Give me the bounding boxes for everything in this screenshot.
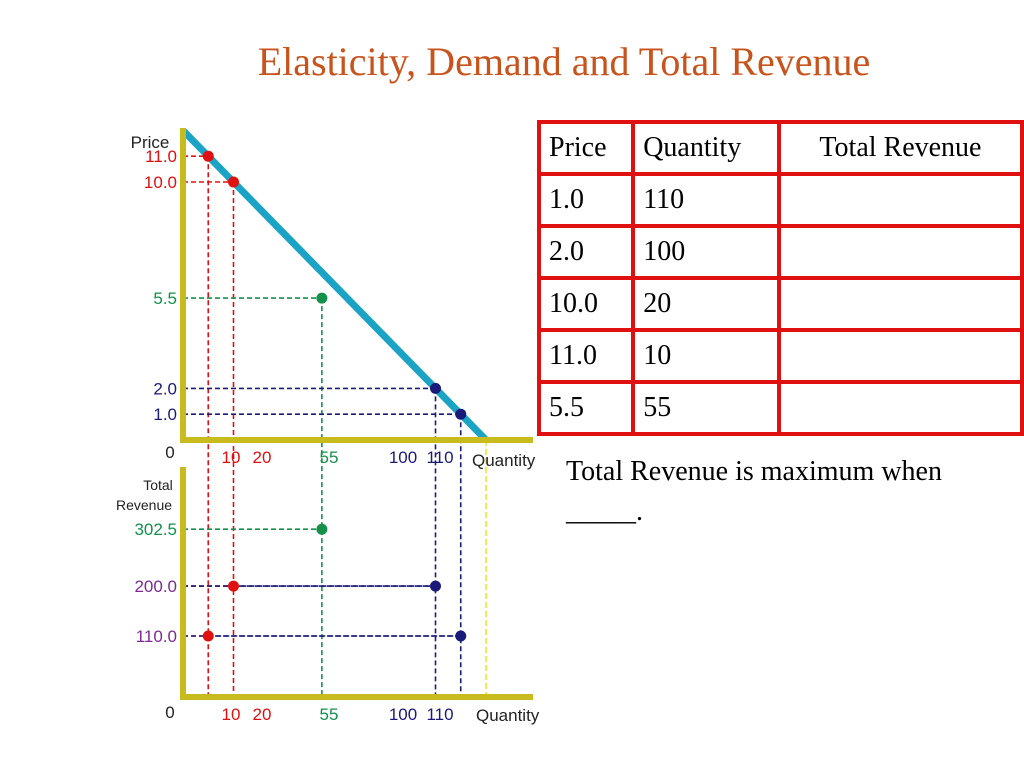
price-point [455, 408, 467, 420]
cell-total-revenue [778, 330, 1022, 382]
price-tick-label: 5.5 [153, 289, 177, 308]
table-row: 1.0 110 [539, 174, 1022, 226]
quantity-tick-label-bottom: 10 [222, 705, 241, 724]
cell-price: 11.0 [539, 330, 634, 382]
cell-quantity: 100 [633, 226, 779, 278]
origin-label-top: 0 [165, 443, 174, 462]
price-point [202, 150, 214, 162]
quantity-axis-label-bottom: Quantity [476, 706, 540, 725]
revenue-point [228, 580, 239, 592]
price-tick-label: 2.0 [153, 379, 177, 398]
price-tick-label: 10.0 [144, 173, 177, 192]
table-row: 5.5 55 [539, 382, 1022, 434]
price-tick-label: 11.0 [145, 147, 177, 166]
demand-line [180, 127, 489, 443]
revenue-axis-label-line1: Total [143, 477, 173, 493]
table-header-row: Price Quantity Total Revenue [539, 122, 1022, 174]
revenue-point [430, 580, 441, 592]
table-row: 2.0 100 [539, 226, 1022, 278]
quantity-tick-label-top: 55 [320, 448, 339, 467]
quantity-tick-label-top: 100 [389, 448, 417, 467]
cell-total-revenue [778, 174, 1022, 226]
revenue-tick-label: 110.0 [136, 627, 177, 646]
revenue-table: Price Quantity Total Revenue 1.0 110 2.0… [537, 120, 1024, 436]
header-price: Price [539, 122, 634, 174]
cell-price: 1.0 [539, 174, 634, 226]
cell-price: 2.0 [539, 226, 634, 278]
table-row: 10.0 20 [539, 278, 1022, 330]
max-revenue-prompt: Total Revenue is maximum when _____. [566, 456, 942, 527]
cell-quantity: 110 [633, 174, 779, 226]
revenue-point [316, 523, 328, 535]
slide-title: Elasticity, Demand and Total Revenue [257, 39, 871, 84]
origin-label-bottom: 0 [165, 703, 174, 722]
price-axis-label: Price [131, 133, 170, 152]
quantity-tick-label-top: 20 [253, 448, 272, 467]
cell-total-revenue [778, 278, 1022, 330]
quantity-tick-label-bottom: 20 [253, 705, 272, 724]
header-total-revenue: Total Revenue [778, 122, 1022, 174]
revenue-tick-label: 302.5 [134, 520, 177, 539]
quantity-tick-label-bottom: 55 [320, 705, 339, 724]
price-point [316, 292, 328, 304]
price-point [228, 176, 239, 188]
revenue-point [202, 630, 214, 642]
quantity-tick-label-bottom: 110 [426, 705, 453, 724]
revenue-tick-label: 200.0 [134, 577, 177, 596]
cell-quantity: 10 [633, 330, 779, 382]
charts-svg: Price Quantity Quantity Total Revenue 0 0 11.0 1… [116, 127, 540, 725]
cell-quantity: 55 [633, 382, 779, 434]
cell-quantity: 20 [633, 278, 779, 330]
revenue-axis-label-line2: Revenue [116, 497, 172, 513]
cell-price: 10.0 [539, 278, 634, 330]
table-row: 11.0 10 [539, 330, 1022, 382]
header-quantity: Quantity [633, 122, 779, 174]
price-tick-label: 1.0 [153, 405, 177, 424]
quantity-tick-label-top: 110 [426, 448, 453, 467]
cell-total-revenue [778, 382, 1022, 434]
quantity-axis-label-top: Quantity [472, 451, 536, 470]
cell-total-revenue [778, 226, 1022, 278]
quantity-tick-label-top: 10 [222, 448, 241, 467]
revenue-point [455, 630, 467, 642]
cell-price: 5.5 [539, 382, 634, 434]
price-point [430, 382, 441, 394]
quantity-tick-label-bottom: 100 [389, 705, 417, 724]
